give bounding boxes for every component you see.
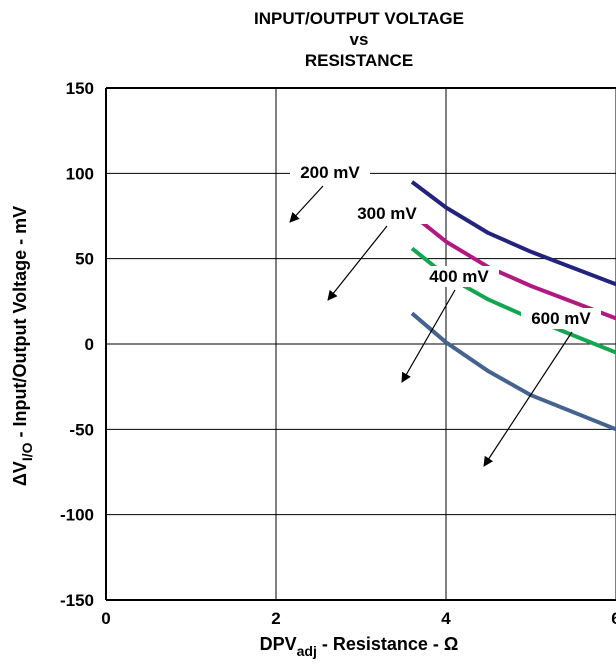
chart-title: INPUT/OUTPUT VOLTAGE vs RESISTANCE bbox=[254, 9, 464, 70]
y-tick-label: 100 bbox=[66, 164, 94, 183]
series-line bbox=[410, 246, 616, 355]
x-axis-label-sub: adj bbox=[297, 643, 317, 659]
y-axis-label-rest: - Input/Output Voltage - mV bbox=[10, 206, 30, 443]
plot-frame bbox=[105, 87, 616, 601]
annotations: 200 mV 300 mV 400 mV 600 mV bbox=[289, 162, 601, 467]
y-tick-label: 50 bbox=[75, 250, 94, 269]
annotation-label: 600 mV bbox=[531, 309, 591, 328]
annotation-arrow bbox=[401, 289, 456, 383]
annotation-label: 400 mV bbox=[429, 267, 489, 286]
series-line bbox=[410, 180, 616, 287]
annotation-arrow bbox=[327, 225, 388, 301]
y-axis-label-prefix: ΔV bbox=[10, 461, 30, 486]
x-axis-label: DPVadj - Resistance - Ω bbox=[260, 634, 459, 659]
annotation-bg bbox=[290, 162, 370, 183]
y-tick-label: -150 bbox=[60, 591, 94, 610]
series-line bbox=[410, 212, 616, 321]
x-tick-label: 4 bbox=[441, 609, 451, 628]
title-line-2: vs bbox=[350, 30, 369, 49]
x-axis-label-main: DPV bbox=[260, 634, 297, 654]
title-line-1: INPUT/OUTPUT VOLTAGE bbox=[254, 9, 464, 28]
y-tick-label: -100 bbox=[60, 506, 94, 525]
x-tick-label: 2 bbox=[271, 609, 280, 628]
annotation-bg bbox=[419, 266, 499, 287]
annotation-arrow bbox=[289, 185, 324, 223]
y-tick-label: 150 bbox=[66, 79, 94, 98]
series-lines bbox=[410, 180, 616, 432]
annotation-label: 300 mV bbox=[357, 204, 417, 223]
title-line-3: RESISTANCE bbox=[305, 51, 413, 70]
annotation-arrow bbox=[483, 331, 573, 467]
x-tick-label: 6 bbox=[611, 609, 616, 628]
series-line bbox=[410, 311, 616, 432]
annotation-bg bbox=[347, 203, 427, 224]
y-axis-label: ΔVI/O - Input/Output Voltage - mV bbox=[10, 206, 35, 486]
y-tick-label: -50 bbox=[69, 420, 94, 439]
y-tick-label: 0 bbox=[85, 335, 94, 354]
annotation-bg bbox=[521, 308, 601, 329]
annotation-label: 200 mV bbox=[300, 163, 360, 182]
x-axis-label-rest: - Resistance - Ω bbox=[317, 634, 458, 654]
x-tick-label: 0 bbox=[101, 609, 110, 628]
y-axis-label-sub: I/O bbox=[19, 442, 35, 461]
